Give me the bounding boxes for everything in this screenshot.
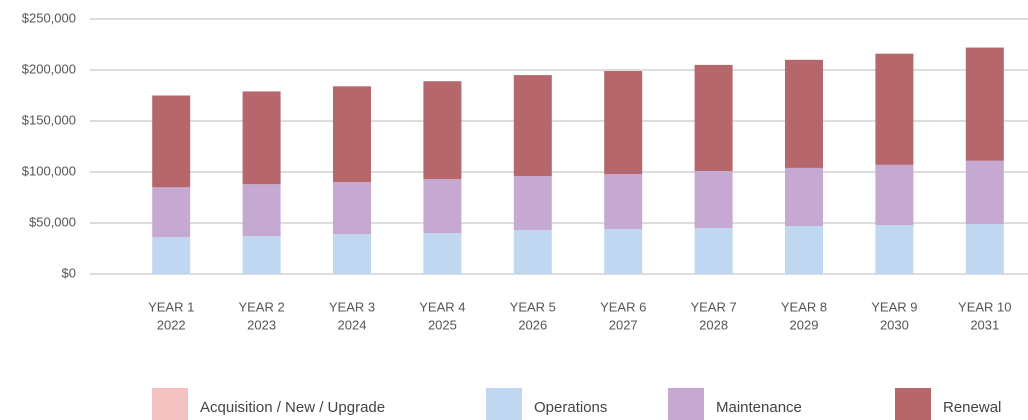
x-tick-label: 2026 (518, 317, 547, 332)
bar-segment (965, 224, 1004, 274)
bar-segment (694, 64, 733, 171)
x-tick-label: YEAR 5 (510, 299, 556, 314)
legend-swatch (486, 388, 522, 420)
legend-swatch (895, 388, 931, 420)
x-tick-label: YEAR 2 (238, 299, 284, 314)
bar-segment (604, 71, 643, 175)
bar-segment (875, 225, 914, 274)
x-tick-label: 2031 (970, 317, 999, 332)
bar-segment (785, 59, 823, 168)
y-tick-label: $50,000 (29, 214, 76, 229)
bar-segment (785, 167, 823, 227)
bar-segment (423, 179, 462, 234)
bar-segment (965, 160, 1004, 225)
bar-segment (423, 81, 462, 180)
bar-segment (785, 226, 823, 274)
bar-segment (333, 86, 371, 183)
bar-segment (242, 236, 281, 274)
x-tick-label: YEAR 1 (148, 299, 194, 314)
bar-segment (965, 47, 1004, 161)
bar-segment (152, 95, 191, 188)
bar-segment (513, 230, 552, 274)
legend-swatch (152, 388, 188, 420)
legend-label: Renewal (943, 399, 1001, 416)
legend-label: Acquisition / New / Upgrade (200, 399, 385, 416)
bar-segment (152, 237, 191, 274)
x-tick-label: 2030 (880, 317, 909, 332)
bar-segment (694, 228, 733, 274)
x-tick-label: 2024 (338, 317, 367, 332)
x-tick-label: 2023 (247, 317, 276, 332)
y-tick-label: $0 (62, 265, 76, 280)
bar-segment (333, 234, 371, 274)
bar-segment (694, 170, 733, 229)
bar-segment (875, 53, 914, 165)
bar-segment (152, 187, 191, 238)
x-tick-label: YEAR 9 (871, 299, 917, 314)
y-tick-label: $100,000 (22, 163, 76, 178)
bar-segment (875, 164, 914, 226)
x-tick-label: 2025 (428, 317, 457, 332)
x-tick-label: 2029 (790, 317, 819, 332)
x-tick-label: YEAR 3 (329, 299, 375, 314)
bar-segment (333, 182, 371, 235)
x-tick-label: 2027 (609, 317, 638, 332)
bar-segment (604, 229, 643, 274)
x-tick-label: 2028 (699, 317, 728, 332)
x-tick-label: YEAR 4 (419, 299, 465, 314)
x-tick-label: YEAR 10 (958, 299, 1011, 314)
y-tick-label: $250,000 (22, 10, 76, 25)
x-tick-label: YEAR 6 (600, 299, 646, 314)
y-tick-label: $150,000 (22, 112, 76, 127)
x-tick-label: YEAR 8 (781, 299, 827, 314)
legend-label: Operations (534, 399, 607, 416)
bar-segment (513, 176, 552, 231)
x-tick-label: YEAR 7 (690, 299, 736, 314)
legend-label: Maintenance (716, 399, 802, 416)
y-tick-label: $200,000 (22, 61, 76, 76)
x-tick-label: 2022 (157, 317, 186, 332)
bar-segment (604, 174, 643, 230)
bar-segment (423, 233, 462, 274)
legend-swatch (668, 388, 704, 420)
bar-segment (513, 75, 552, 177)
bar-segment (242, 184, 281, 237)
bar-segment (242, 91, 281, 185)
